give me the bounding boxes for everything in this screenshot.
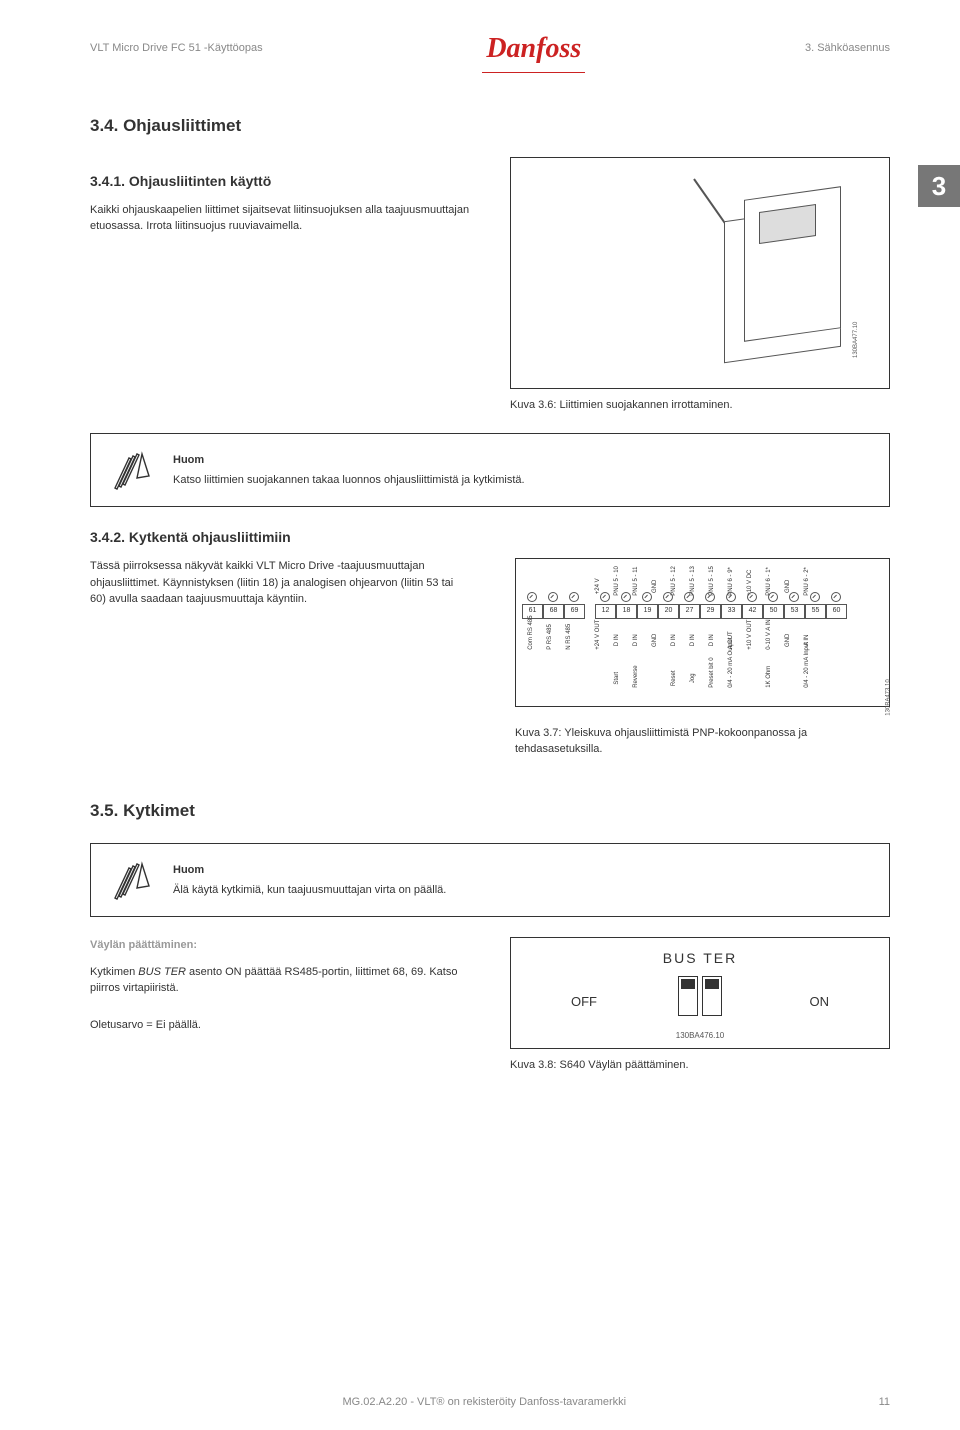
figure-3-8: BUS TER OFF ON 130BA476.10 xyxy=(510,937,890,1049)
footer-center: MG.02.A2.20 - VLT® on rekisteröity Danfo… xyxy=(342,1394,626,1411)
terminal-cell: D IN xyxy=(665,619,684,662)
bus-heading: Väylän päättäminen: xyxy=(90,937,470,954)
terminal-cell: Start xyxy=(608,657,627,700)
para-3-4-2: Tässä piirroksessa näkyvät kaikki VLT Mi… xyxy=(90,558,465,608)
note-body-2: Huom Älä käytä kytkimiä, kun taajuusmuut… xyxy=(173,862,446,898)
terminal-cell: 0/4 - 20 mA Input xyxy=(798,657,817,700)
header-left: VLT Micro Drive FC 51 -Käyttöopas xyxy=(90,28,263,57)
figure-3-6: 130BA477.10 xyxy=(510,157,890,389)
page: VLT Micro Drive FC 51 -Käyttöopas Danfos… xyxy=(0,0,960,1430)
terminal-cell: D IN xyxy=(627,619,646,662)
note-head-2: Huom xyxy=(173,862,446,879)
section-3-4-1: 3.4.1. Ohjausliitinten käyttö Kaikki ohj… xyxy=(90,157,890,414)
bus-para: Kytkimen BUS TER asento ON päättää RS485… xyxy=(90,964,470,997)
note-body-1: Huom Katso liittimien suojakannen takaa … xyxy=(173,452,525,488)
terminal-cell: 20 xyxy=(658,604,679,619)
terminal-cell: 12 xyxy=(595,604,616,619)
terminal-cell: 33 xyxy=(721,604,742,619)
terminal-diagram-id: 130BA473.10 xyxy=(884,679,893,715)
terminal-cell: Preset bit 0 xyxy=(703,657,722,700)
note-text-2: Älä käytä kytkimiä, kun taajuusmuuttajan… xyxy=(173,884,446,896)
bus-p-em: BUS TER xyxy=(138,966,186,978)
terminal-cell: 29 xyxy=(700,604,721,619)
terminal-diagram: +24 VPNU 5 - 10PNU 5 - 11GNDPNU 5 - 12PN… xyxy=(515,558,890,707)
heading-3-4-2: 3.4.2. Kytkentä ohjausliittimiin xyxy=(90,527,890,548)
bus-ter-label: BUS TER xyxy=(663,948,737,969)
terminal-cell: +10 V OUT xyxy=(741,619,760,662)
note-box-2: Huom Älä käytä kytkimiä, kun taajuusmuut… xyxy=(90,843,890,917)
terminal-cell: 42 xyxy=(742,604,763,619)
heading-3-4-1: 3.4.1. Ohjausliitinten käyttö xyxy=(90,171,470,192)
heading-3-4: 3.4. Ohjausliittimet xyxy=(90,113,890,139)
terminal-cell: 27 xyxy=(679,604,700,619)
terminal-cell xyxy=(779,657,798,700)
terminal-cell: Jog xyxy=(684,657,703,700)
heading-3-5: 3.5. Kytkimet xyxy=(90,798,890,824)
footer-page: 11 xyxy=(879,1394,890,1411)
terminal-cell: 50 xyxy=(763,604,784,619)
figure-id: 130BA477.10 xyxy=(852,321,861,357)
terminal-cell: P RS 485 xyxy=(541,619,560,662)
attention-icon xyxy=(109,448,153,492)
terminal-cell xyxy=(560,657,579,700)
terminal-cell: 53 xyxy=(784,604,805,619)
attention-icon xyxy=(109,858,153,902)
terminal-cell: +24 V OUT xyxy=(589,619,608,662)
terminal-cell: N RS 485 xyxy=(560,619,579,662)
terminal-cell: GND xyxy=(779,619,798,662)
page-header: VLT Micro Drive FC 51 -Käyttöopas Danfos… xyxy=(90,28,890,73)
bus-default: Oletusarvo = Ei päällä. xyxy=(90,1017,470,1034)
note-text-1: Katso liittimien suojakannen takaa luonn… xyxy=(173,474,525,486)
terminal-cell: 0/4 - 20 mA Output xyxy=(722,657,741,700)
bus-diag-id: 130BA476.10 xyxy=(676,1030,725,1042)
terminal-cell: 18 xyxy=(616,604,637,619)
terminal-cell: D IN xyxy=(684,619,703,662)
terminal-cell: 55 xyxy=(805,604,826,619)
figure-3-8-caption: Kuva 3.8: S640 Väylän päättäminen. xyxy=(510,1057,890,1074)
terminal-cell: Reverse xyxy=(627,657,646,700)
header-right: 3. Sähköasennus xyxy=(805,28,890,57)
terminal-cell xyxy=(541,657,560,700)
figure-3-7-caption: Kuva 3.7: Yleiskuva ohjausliittimistä PN… xyxy=(515,725,890,758)
terminal-cell: 68 xyxy=(543,604,564,619)
terminal-cell xyxy=(741,657,760,700)
terminal-cell xyxy=(522,657,541,700)
chapter-tab: 3 xyxy=(918,165,960,207)
terminal-cell: GND xyxy=(646,619,665,662)
bus-termination-row: Väylän päättäminen: Kytkimen BUS TER ase… xyxy=(90,937,890,1074)
terminal-cell: Com RS 485 xyxy=(522,619,541,662)
terminal-cell: 69 xyxy=(564,604,585,619)
terminal-cell: 0-10 V A IN xyxy=(760,619,779,662)
terminal-cell: D IN xyxy=(608,619,627,662)
vfd-unit-drawing: 130BA477.10 xyxy=(699,183,859,363)
terminal-cell: Reset xyxy=(665,657,684,700)
page-footer: MG.02.A2.20 - VLT® on rekisteröity Danfo… xyxy=(90,1394,890,1411)
dip-switch-icon xyxy=(678,976,722,1016)
terminal-cell: 1K Ohm xyxy=(760,657,779,700)
brand-logo: Danfoss xyxy=(482,28,585,73)
figure-3-7-caption-row: Kuva 3.7: Yleiskuva ohjausliittimistä PN… xyxy=(90,717,890,758)
note-box-1: Huom Katso liittimien suojakannen takaa … xyxy=(90,433,890,507)
terminal-cell: 19 xyxy=(637,604,658,619)
section-3-4-2: Tässä piirroksessa näkyvät kaikki VLT Mi… xyxy=(90,558,890,707)
terminal-cell: 60 xyxy=(826,604,847,619)
para-3-4-1: Kaikki ohjauskaapelien liittimet sijaits… xyxy=(90,202,470,235)
bus-on-label: ON xyxy=(810,992,830,1012)
bus-p-a: Kytkimen xyxy=(90,966,138,978)
terminal-cell xyxy=(589,657,608,700)
figure-3-6-caption: Kuva 3.6: Liittimien suojakannen irrotta… xyxy=(510,397,890,414)
bus-off-label: OFF xyxy=(571,992,597,1012)
terminal-cell xyxy=(646,657,665,700)
terminal-cell: D IN xyxy=(703,619,722,662)
note-head-1: Huom xyxy=(173,452,525,469)
